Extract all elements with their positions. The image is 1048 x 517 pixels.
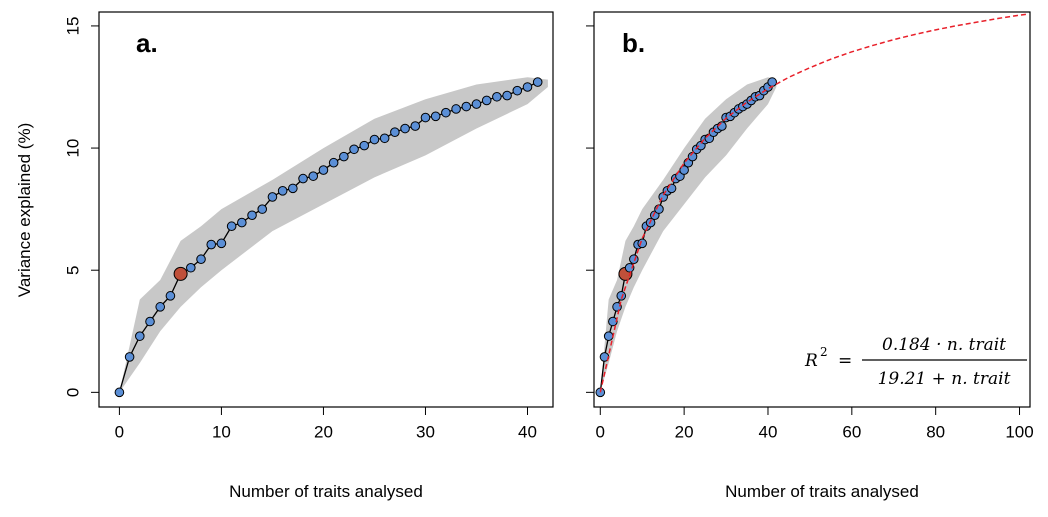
- data-point: [420, 112, 431, 123]
- y-tick-label: 15: [63, 16, 82, 35]
- data-point: [666, 183, 677, 194]
- data-point: [679, 165, 689, 175]
- data-point: [400, 123, 410, 134]
- x-tick-label: 10: [212, 422, 231, 441]
- confidence-band: [119, 77, 548, 393]
- panel-label: b.: [622, 28, 645, 58]
- formula-lhs: R: [804, 351, 818, 371]
- x-tick-label: 20: [314, 422, 333, 441]
- x-axis-label: Number of traits analysed: [229, 482, 423, 501]
- plot-area: [114, 77, 548, 398]
- data-point: [359, 140, 370, 151]
- data-point: [349, 144, 359, 155]
- x-tick-label: 20: [675, 422, 694, 441]
- formula-sup: 2: [820, 345, 828, 359]
- data-point: [481, 95, 492, 106]
- data-point: [390, 127, 400, 137]
- data-point: [257, 204, 268, 214]
- confidence-band: [600, 77, 777, 393]
- data-point: [318, 165, 329, 175]
- data-point: [410, 121, 421, 131]
- data-point: [308, 171, 319, 181]
- y-tick-label: 5: [63, 265, 82, 274]
- plot-frame: [98, 11, 554, 408]
- data-point: [369, 134, 380, 145]
- data-point: [267, 192, 278, 202]
- highlight-point: [173, 266, 188, 281]
- data-point: [471, 99, 482, 109]
- data-point: [616, 291, 627, 301]
- data-point: [124, 352, 135, 362]
- data-point: [196, 254, 206, 265]
- data-point: [216, 238, 227, 249]
- data-point: [492, 91, 502, 102]
- fit-line: [599, 13, 1028, 393]
- x-tick-label: 60: [842, 422, 861, 441]
- data-point: [532, 77, 543, 87]
- data-point: [237, 217, 247, 228]
- y-tick-label: 10: [63, 139, 82, 158]
- plot-area: [595, 13, 1028, 398]
- x-tick-label: 40: [518, 422, 537, 441]
- data-point: [277, 186, 288, 196]
- data-point: [247, 210, 257, 221]
- data-point: [767, 77, 777, 87]
- data-point: [612, 302, 622, 312]
- data-point: [522, 82, 533, 92]
- x-tick-label: 0: [115, 422, 124, 441]
- data-point: [135, 331, 145, 341]
- data-point: [206, 239, 217, 250]
- formula-denominator: 19.21 + n. trait: [878, 369, 1011, 389]
- data-point: [288, 183, 298, 194]
- data-point: [328, 157, 339, 168]
- x-tick-label: 100: [1005, 422, 1033, 441]
- data-point: [441, 107, 451, 118]
- data-point: [339, 151, 349, 162]
- data-point: [165, 291, 176, 301]
- data-point: [145, 316, 155, 327]
- data-point: [114, 387, 125, 398]
- x-tick-label: 40: [759, 422, 778, 441]
- plot-frame: [593, 11, 1031, 408]
- formula-numerator: 0.184 · n. trait: [882, 335, 1006, 355]
- data-point: [637, 238, 648, 249]
- data-point: [629, 254, 639, 265]
- data-point: [186, 262, 196, 273]
- data-point: [603, 331, 614, 341]
- x-tick-label: 80: [926, 422, 945, 441]
- panel-label: a.: [136, 28, 158, 58]
- data-point: [461, 101, 472, 112]
- formula: R 2 = 0.184 · n. trait 19.21 + n. trait: [804, 335, 1027, 389]
- data-point: [430, 111, 441, 122]
- data-point: [155, 302, 166, 312]
- data-point: [502, 90, 512, 101]
- x-axis-label: Number of traits analysed: [725, 482, 919, 501]
- data-point: [512, 85, 523, 96]
- formula-eq: =: [838, 351, 852, 371]
- y-tick-label: 0: [63, 388, 82, 397]
- data-point: [298, 173, 308, 184]
- data-point: [226, 221, 237, 232]
- data-point: [608, 316, 618, 327]
- data-point: [624, 262, 635, 273]
- y-axis-label: Variance explained (%): [15, 123, 34, 298]
- data-point: [379, 133, 390, 144]
- x-tick-label: 0: [596, 422, 605, 441]
- x-tick-label: 30: [416, 422, 435, 441]
- data-point: [451, 104, 461, 114]
